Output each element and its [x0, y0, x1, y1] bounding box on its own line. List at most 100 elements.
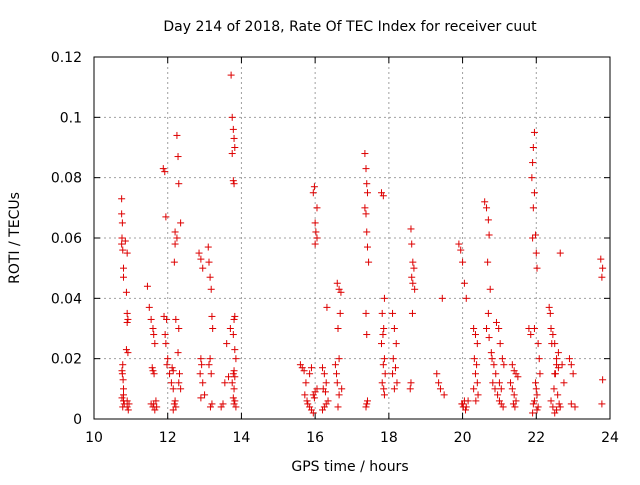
- data-point: [119, 361, 127, 369]
- x-tick-label: 14: [233, 430, 251, 446]
- data-point: [363, 331, 371, 339]
- data-point: [323, 303, 331, 311]
- data-point: [554, 391, 562, 399]
- data-point: [508, 361, 516, 369]
- data-point: [363, 228, 371, 236]
- data-point: [510, 367, 518, 375]
- data-point: [491, 385, 499, 393]
- data-point: [472, 397, 480, 405]
- data-point: [459, 400, 467, 408]
- data-point: [389, 355, 397, 363]
- data-point: [198, 361, 206, 369]
- y-tick-label: 0.1: [60, 110, 82, 126]
- data-point: [334, 325, 342, 332]
- data-point: [435, 379, 443, 387]
- data-point: [534, 403, 542, 411]
- data-point: [599, 264, 607, 272]
- data-point: [333, 379, 341, 387]
- data-point: [533, 406, 541, 414]
- data-point: [549, 331, 557, 339]
- data-point: [569, 370, 577, 378]
- data-point: [123, 309, 131, 317]
- data-point: [197, 355, 205, 363]
- data-point: [122, 346, 130, 354]
- data-point: [470, 385, 478, 393]
- data-point: [149, 367, 157, 375]
- data-point: [532, 385, 540, 393]
- x-tick-label: 10: [85, 430, 103, 446]
- data-point: [229, 331, 237, 339]
- data-point: [551, 409, 559, 417]
- data-point: [408, 309, 416, 317]
- data-point: [118, 210, 126, 218]
- data-point: [490, 361, 498, 369]
- data-point: [175, 379, 183, 387]
- data-point: [361, 150, 369, 158]
- data-point: [175, 325, 183, 332]
- data-point: [232, 355, 240, 363]
- data-point: [336, 309, 344, 317]
- data-point: [229, 177, 237, 185]
- data-point: [302, 379, 310, 387]
- data-point: [556, 249, 564, 257]
- data-point: [529, 204, 537, 212]
- data-point: [221, 379, 229, 387]
- data-points: [118, 71, 607, 417]
- plot-frame: [93, 56, 611, 420]
- data-point: [335, 285, 343, 293]
- data-point: [119, 376, 127, 384]
- data-point: [529, 409, 537, 417]
- data-point: [487, 349, 495, 357]
- data-point: [567, 400, 575, 408]
- data-point: [161, 331, 169, 339]
- chart-title: Day 214 of 2018, Rate Of TEC Index for r…: [163, 19, 537, 35]
- data-point: [500, 361, 508, 369]
- data-point: [460, 279, 468, 287]
- data-point: [554, 364, 562, 372]
- data-point: [528, 174, 536, 182]
- data-point: [337, 288, 345, 296]
- data-point: [473, 361, 481, 369]
- data-point: [510, 391, 518, 399]
- data-point: [473, 340, 481, 348]
- data-point: [486, 285, 494, 293]
- data-point: [546, 309, 554, 317]
- data-point: [121, 237, 129, 245]
- data-point: [148, 364, 156, 372]
- data-point: [471, 370, 479, 378]
- data-point: [567, 361, 575, 369]
- data-point: [440, 391, 448, 399]
- data-point: [151, 340, 159, 348]
- data-point: [530, 397, 538, 405]
- data-point: [508, 385, 516, 393]
- data-point: [362, 210, 370, 218]
- data-point: [197, 255, 205, 263]
- data-point: [377, 340, 385, 348]
- data-point: [123, 249, 131, 257]
- data-point: [150, 370, 158, 378]
- data-point: [495, 379, 503, 387]
- data-point: [362, 165, 370, 173]
- data-point: [365, 258, 373, 266]
- data-point: [483, 204, 491, 212]
- data-point: [324, 397, 332, 405]
- grid: [94, 57, 610, 419]
- data-point: [362, 309, 370, 317]
- data-point: [390, 385, 398, 393]
- x-axis-label: GPS time / hours: [291, 459, 408, 475]
- data-point: [161, 168, 169, 176]
- data-point: [481, 198, 489, 206]
- data-point: [514, 373, 522, 381]
- data-point: [553, 361, 561, 369]
- data-point: [335, 355, 343, 363]
- y-tick-label: 0.08: [51, 171, 82, 187]
- data-point: [164, 355, 172, 363]
- data-point: [177, 385, 185, 393]
- data-point: [362, 403, 370, 411]
- data-point: [306, 370, 314, 378]
- data-point: [123, 318, 131, 326]
- x-tick-label: 22: [527, 430, 545, 446]
- data-point: [230, 400, 238, 408]
- data-point: [530, 189, 538, 197]
